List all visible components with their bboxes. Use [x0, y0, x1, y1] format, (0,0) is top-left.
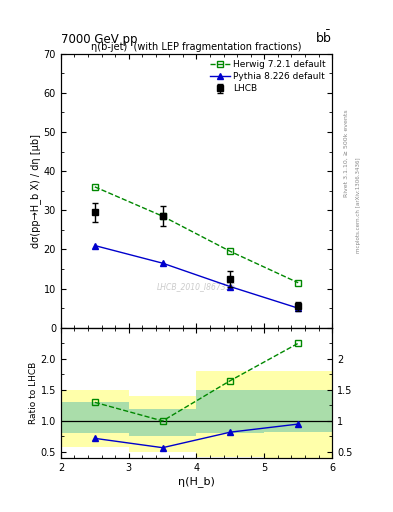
Text: Rivet 3.1.10, ≥ 500k events: Rivet 3.1.10, ≥ 500k events: [344, 110, 349, 198]
Pythia 8.226 default: [296, 305, 301, 311]
Herwig 7.2.1 default: [160, 213, 165, 219]
Legend: Herwig 7.2.1 default, Pythia 8.226 default, LHCB: Herwig 7.2.1 default, Pythia 8.226 defau…: [208, 58, 328, 95]
Y-axis label: dσ(pp→H_b X) / dη [μb]: dσ(pp→H_b X) / dη [μb]: [30, 134, 41, 248]
Text: mcplots.cern.ch [arXiv:1306.3436]: mcplots.cern.ch [arXiv:1306.3436]: [356, 157, 361, 252]
Text: LHCB_2010_I867355: LHCB_2010_I867355: [157, 282, 236, 291]
Pythia 8.226 default: [160, 260, 165, 266]
X-axis label: η(H_b): η(H_b): [178, 476, 215, 487]
Herwig 7.2.1 default: [296, 280, 301, 286]
Line: Herwig 7.2.1 default: Herwig 7.2.1 default: [91, 183, 302, 286]
Line: Pythia 8.226 default: Pythia 8.226 default: [91, 242, 302, 312]
Text: b$\bar{\rm b}$: b$\bar{\rm b}$: [315, 30, 332, 46]
Title: η(b-jet)  (with LEP fragmentation fractions): η(b-jet) (with LEP fragmentation fractio…: [91, 41, 302, 52]
Herwig 7.2.1 default: [92, 184, 97, 190]
Pythia 8.226 default: [92, 243, 97, 249]
Herwig 7.2.1 default: [228, 248, 233, 254]
Text: 7000 GeV pp: 7000 GeV pp: [61, 33, 138, 46]
Y-axis label: Ratio to LHCB: Ratio to LHCB: [29, 362, 38, 424]
Pythia 8.226 default: [228, 284, 233, 290]
